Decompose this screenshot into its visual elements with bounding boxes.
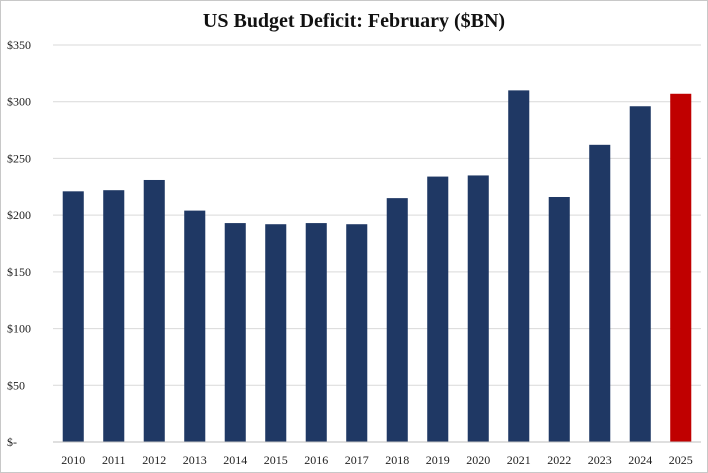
y-tick-label: $150 xyxy=(7,265,31,279)
y-tick-label: $250 xyxy=(7,151,31,165)
y-tick-label: $200 xyxy=(7,208,31,222)
y-tick-label: $50 xyxy=(7,378,25,392)
bar-2017 xyxy=(346,224,368,442)
bar-2021 xyxy=(508,90,530,442)
bar-2012 xyxy=(143,179,165,443)
x-tick-label: 2025 xyxy=(669,453,693,467)
x-tick-label: 2014 xyxy=(223,453,247,467)
x-tick-label: 2012 xyxy=(142,453,166,467)
x-tick-label: 2019 xyxy=(426,453,450,467)
bar-2018 xyxy=(386,198,408,442)
x-tick-label: 2022 xyxy=(547,453,571,467)
x-tick-label: 2023 xyxy=(588,453,612,467)
x-tick-label: 2020 xyxy=(466,453,490,467)
x-tick-label: 2018 xyxy=(385,453,409,467)
x-tick-label: 2010 xyxy=(61,453,85,467)
x-tick-label: 2021 xyxy=(507,453,531,467)
x-tick-label: 2024 xyxy=(628,453,652,467)
bar-2024 xyxy=(629,106,651,442)
x-tick-label: 2015 xyxy=(264,453,288,467)
bar-2023 xyxy=(589,144,611,442)
x-axis-ticks: 2010 2011 2012 2013 2014 2015 2016 2017 2018 2019… xyxy=(61,453,693,467)
bar-2014 xyxy=(224,223,246,442)
y-tick-label: $- xyxy=(7,435,17,449)
y-tick-label: $300 xyxy=(7,95,31,109)
bar-2011 xyxy=(103,190,125,442)
bar-2016 xyxy=(305,223,327,442)
x-tick-label: 2013 xyxy=(183,453,207,467)
x-tick-label: 2011 xyxy=(102,453,126,467)
bar-2020 xyxy=(467,175,489,442)
bars xyxy=(62,90,692,443)
y-tick-label: $100 xyxy=(7,322,31,336)
chart-title: US Budget Deficit: February ($BN) xyxy=(203,10,505,32)
bar-2019 xyxy=(427,176,449,442)
x-tick-label: 2017 xyxy=(345,453,369,467)
bar-2013 xyxy=(184,210,206,442)
bar-2025 xyxy=(670,93,692,442)
bar-2022 xyxy=(548,196,570,442)
y-axis-ticks: $- $50 $100 $150 $200 $250 $300 $350 xyxy=(7,38,31,449)
x-tick-label: 2016 xyxy=(304,453,328,467)
y-tick-label: $350 xyxy=(7,38,31,52)
bar-2015 xyxy=(265,224,287,442)
bar-2010 xyxy=(62,191,84,442)
